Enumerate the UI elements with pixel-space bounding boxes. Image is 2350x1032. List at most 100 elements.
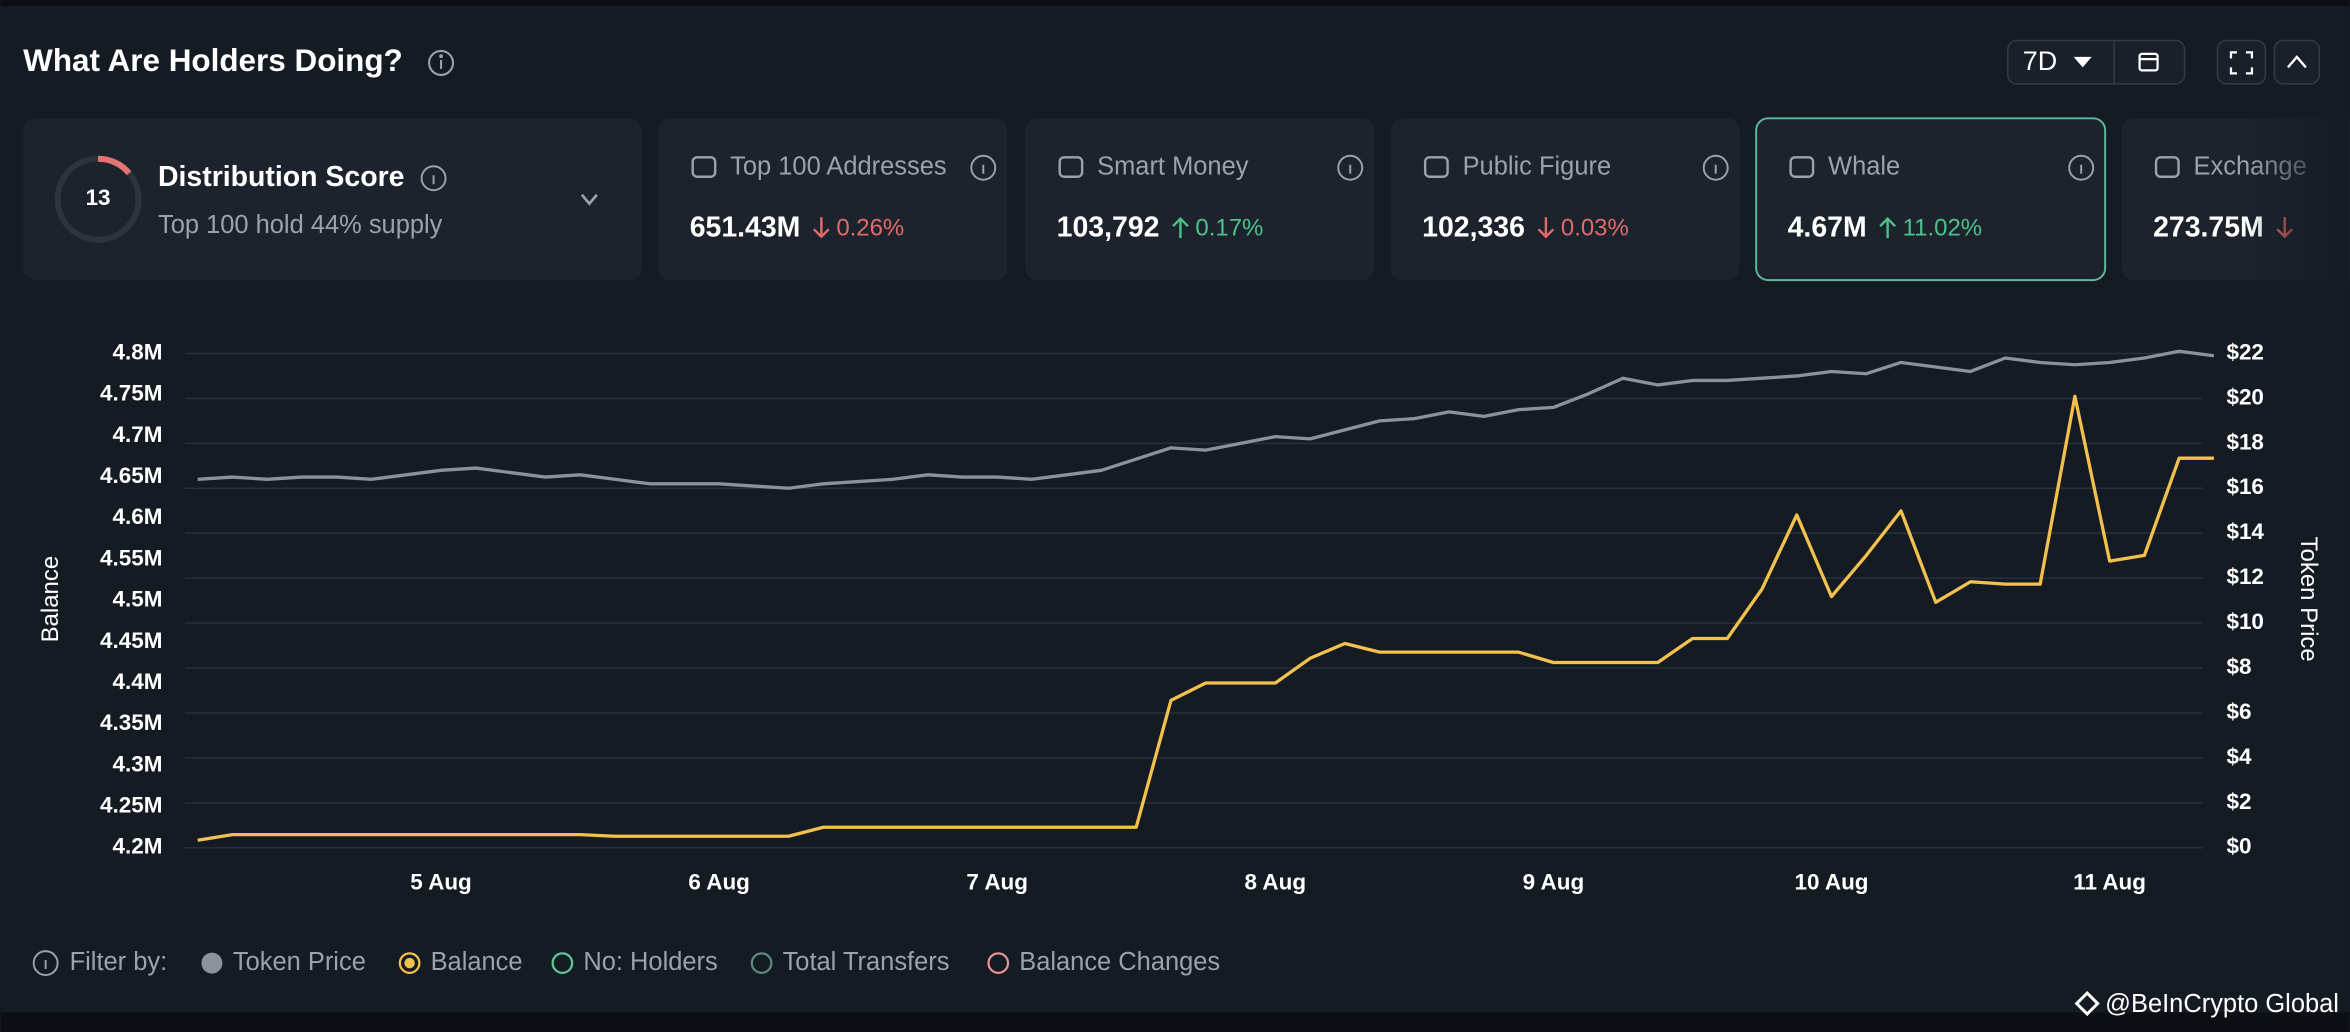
y2-axis-label: Token Price: [2295, 537, 2322, 662]
legend-label: No: Holders: [583, 948, 717, 976]
card-value: 102,336: [1422, 212, 1525, 244]
card-value: 273.75M: [2153, 212, 2264, 244]
metric-card[interactable]: Whale 4.67M 11.02%: [1755, 117, 2107, 282]
x-tick-label: 8 Aug: [1245, 870, 1307, 895]
card-background: [1390, 118, 1740, 281]
y2-tick-label: $0: [2226, 834, 2251, 859]
card-icon: [2154, 156, 2180, 178]
title-info-icon[interactable]: [428, 49, 455, 76]
info-icon[interactable]: [2068, 154, 2095, 181]
metric-card[interactable]: Public Figure 102,336 0.03%: [1390, 118, 1740, 281]
card-change: 0.03%: [1561, 214, 1629, 241]
y-tick-label: 4.65M: [100, 463, 162, 488]
trend-arrow: [813, 217, 830, 239]
info-icon[interactable]: [1702, 154, 1729, 181]
card-background: [658, 118, 1008, 281]
y2-tick-label: $14: [2226, 519, 2264, 544]
y-tick-label: 4.25M: [100, 793, 162, 818]
period-label[interactable]: 7D: [2023, 46, 2057, 76]
y2-tick-label: $4: [2226, 744, 2251, 769]
legend-item[interactable]: Total Transfers: [750, 948, 950, 976]
metric-card[interactable]: Top 100 Addresses 651.43M 0.26%: [658, 118, 1008, 281]
period-box[interactable]: [2007, 39, 2186, 85]
y2-tick-label: $2: [2226, 789, 2251, 814]
dropdown-arrow[interactable]: [2073, 56, 2092, 68]
edge-fade: [2247, 112, 2350, 287]
y2-tick-label: $20: [2226, 384, 2263, 409]
legend-item[interactable]: No: Holders: [551, 948, 718, 976]
trend-arrow: [1172, 216, 1189, 239]
info-circle: [1337, 154, 1364, 181]
info-icon[interactable]: [32, 950, 59, 977]
collapse-button[interactable]: [2273, 39, 2321, 85]
card-icon: [691, 156, 717, 178]
y2-tick-label: $8: [2226, 654, 2251, 679]
trend-arrow: [1537, 217, 1555, 239]
score-gauge-arc: [97, 155, 132, 176]
x-tick-label: 7 Aug: [966, 870, 1028, 895]
x-tick-label: 5 Aug: [410, 870, 472, 895]
card-background: [1755, 117, 2107, 282]
y-tick-label: 4.3M: [113, 751, 163, 776]
chart: $0 $2 $4 $6 $8 $10 $12 $14 $16 $18 $20 $22 4.2M 4.25M…: [37, 339, 2322, 894]
legend-marker: [987, 952, 1010, 974]
calendar-icon[interactable]: [2138, 52, 2159, 72]
score-subtitle: Top 100 hold 44% supply: [158, 211, 443, 239]
y-tick-label: 4.7M: [113, 422, 163, 447]
card-value: 651.43M: [690, 212, 801, 244]
info-circle: [32, 950, 59, 977]
series-line: [197, 394, 2214, 842]
y-tick-label: 4.8M: [113, 339, 163, 364]
card-value: 103,792: [1057, 212, 1160, 244]
legend-marker: [201, 952, 223, 974]
legend-label: Balance Changes: [1019, 948, 1220, 976]
y-tick-label: 4.2M: [113, 834, 163, 859]
y-tick-label: 4.45M: [100, 628, 162, 653]
score-value: 13: [86, 185, 111, 210]
filter-label: Filter by:: [70, 948, 168, 976]
score-card[interactable]: 13 Distribution Score Top 100 hold 44% s…: [23, 118, 642, 281]
bottom-strip: [0, 1012, 2350, 1032]
x-tick-label: 11 Aug: [2073, 870, 2146, 895]
period-selector[interactable]: 7D: [2007, 39, 2186, 85]
card-value: 4.67M: [1788, 212, 1867, 244]
legend-item[interactable]: Balance: [398, 948, 523, 976]
metric-card[interactable]: Smart Money 103,792 0.17%: [1025, 118, 1375, 281]
watermark-text: @BeInCrypto Global: [2105, 990, 2339, 1018]
watermark: @BeInCrypto Global: [2074, 990, 2339, 1018]
card-change: 0.17%: [1195, 214, 1263, 241]
y2-tick-label: $12: [2226, 564, 2263, 589]
card-title: Whale: [1828, 152, 1900, 180]
legend-label: Total Transfers: [783, 948, 950, 976]
watermark-logo: [2074, 990, 2100, 1017]
legend-item[interactable]: Balance Changes: [987, 948, 1221, 976]
legend-item[interactable]: Token Price: [201, 948, 366, 976]
y-tick-label: 4.35M: [100, 710, 162, 735]
card-background: [1025, 118, 1375, 281]
card-title: Top 100 Addresses: [730, 152, 946, 180]
card-change: 0.26%: [836, 214, 904, 241]
info-icon[interactable]: [1337, 154, 1364, 181]
top-strip: [0, 0, 2350, 6]
score-info-icon[interactable]: [420, 165, 447, 192]
expand-chevron[interactable]: [580, 193, 598, 206]
info-circle: [2068, 154, 2095, 181]
info-icon[interactable]: [970, 154, 997, 181]
fullscreen-button[interactable]: [2216, 39, 2267, 85]
y-tick-label: 4.5M: [113, 587, 163, 612]
x-tick-label: 9 Aug: [1523, 870, 1585, 895]
legend-marker-dot: [404, 957, 415, 969]
card-icon: [1058, 156, 1084, 178]
card-title: Smart Money: [1097, 152, 1249, 180]
trend-arrow: [1879, 216, 1896, 239]
y2-tick-label: $6: [2226, 699, 2251, 724]
x-tick-label: 10 Aug: [1794, 870, 1868, 895]
y-tick-label: 4.55M: [100, 545, 162, 570]
legend-label: Balance: [431, 948, 523, 976]
info-circle: [1702, 154, 1729, 181]
legend-label: Token Price: [233, 948, 366, 976]
series-line: [197, 349, 2215, 490]
metric-cards: Top 100 Addresses 651.43M 0.26% Smart Money…: [658, 112, 2350, 287]
legend-marker: [551, 952, 574, 974]
